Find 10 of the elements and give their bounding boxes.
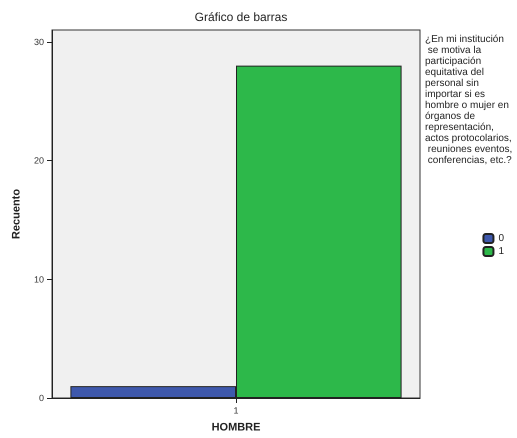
y-tick-label: 30 (34, 36, 44, 47)
y-axis-title: Recuento (10, 188, 22, 240)
text: ¿En mi institución se motiva la participación equitativa del personal sin importar si es hombre o mujer en órganos de representación, actos protocolarios, reuniones eventos, conferencias, etc.? (425, 34, 512, 166)
y-tick-label: 20 (34, 156, 44, 166)
chart-title: Gráfico de barras (194, 10, 288, 24)
y-tick-label: 10 (34, 274, 44, 284)
x-axis-title: HOMBRE (212, 422, 260, 434)
y-tick-label: 0 (38, 393, 44, 403)
legend-label: 1 (498, 246, 504, 257)
legend-label: 0 (498, 233, 504, 244)
